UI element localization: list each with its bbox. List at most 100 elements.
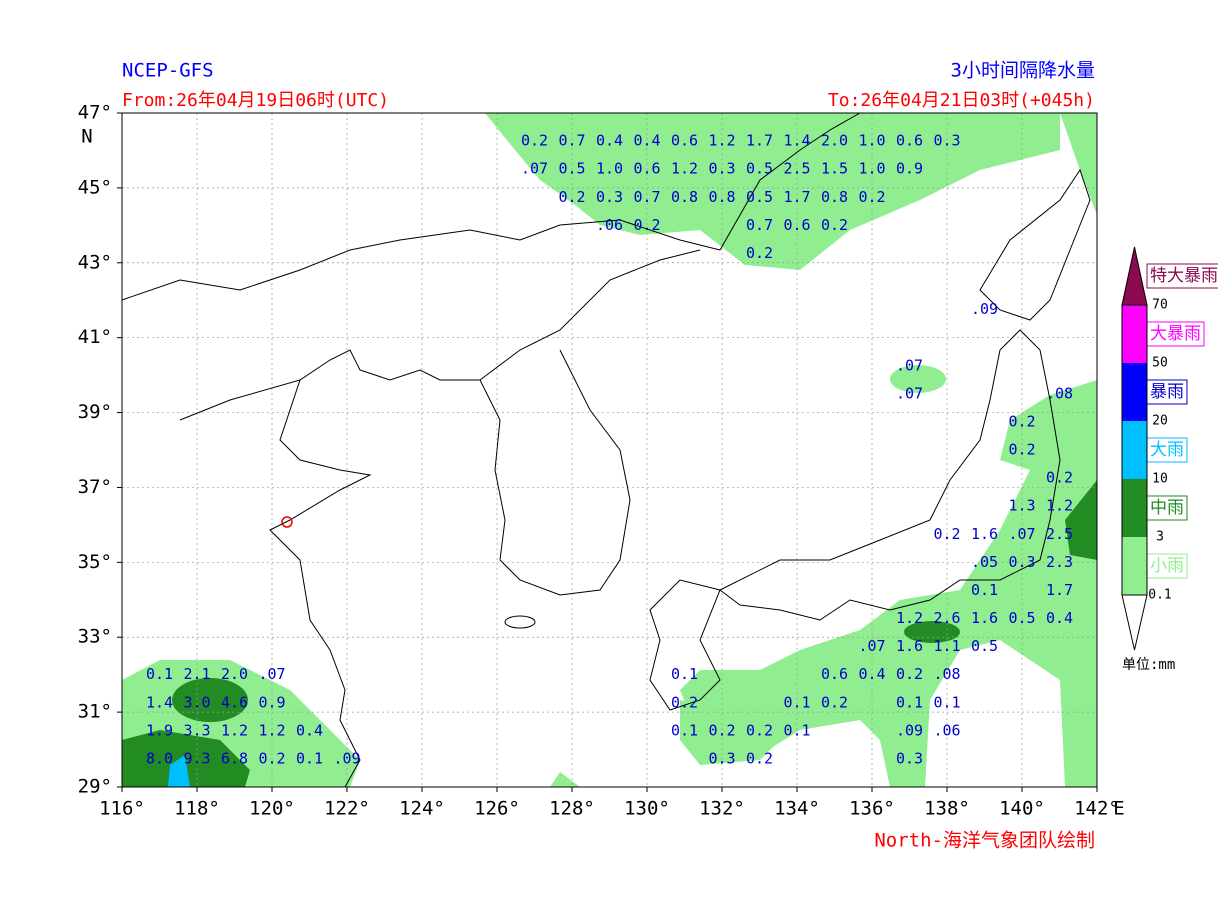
- precip-value: 2.0: [821, 132, 848, 150]
- shading: [122, 113, 1097, 787]
- coast: [649, 579, 721, 711]
- precip-value: 0.3: [708, 749, 735, 767]
- x-tick-label: 120°: [249, 798, 295, 820]
- precip-value: 0.6: [671, 132, 698, 150]
- rain-area: [680, 700, 800, 765]
- precip-value: 0.3: [896, 749, 923, 767]
- precip-value: 0.1: [671, 665, 698, 683]
- precip-value: 4.6: [221, 693, 248, 711]
- precip-value: 0.1: [933, 693, 960, 711]
- precip-value: 0.6: [783, 216, 810, 234]
- precip-value: 1.4: [783, 132, 810, 150]
- y-tick-label: 35°: [78, 551, 112, 573]
- precip-value: 0.2: [858, 188, 885, 206]
- precip-value: 1.2: [671, 160, 698, 178]
- x-tick-label: 132°: [699, 798, 745, 820]
- model-name: NCEP-GFS: [122, 60, 214, 82]
- rain-area: [1060, 113, 1097, 215]
- y-tick-label: 29°: [78, 776, 112, 798]
- legend-threshold: 0.1: [1148, 588, 1171, 603]
- legend-name: 中雨: [1150, 498, 1184, 518]
- precip-value: 1.7: [746, 132, 773, 150]
- precip-value: 0.2: [746, 721, 773, 739]
- precip-value: 1.2: [896, 609, 923, 627]
- precip-value: 9.3: [183, 749, 210, 767]
- precip-value: 1.7: [783, 188, 810, 206]
- precip-value: 1.6: [971, 525, 998, 543]
- x-tick-label: 118°: [174, 798, 220, 820]
- precip-value: .09: [333, 749, 360, 767]
- precip-value: 0.2: [1046, 469, 1073, 487]
- precip-value: 0.3: [1008, 553, 1035, 571]
- precip-value: .06: [933, 721, 960, 739]
- x-tick-label: 134°: [774, 798, 820, 820]
- y-tick-label: 45°: [78, 176, 112, 198]
- precip-value: 0.9: [896, 160, 923, 178]
- precip-value: 2.3: [1046, 553, 1073, 571]
- precip-value: 0.8: [821, 188, 848, 206]
- precip-value: 0.6: [896, 132, 923, 150]
- precip-value: .08: [933, 665, 960, 683]
- x-tick-label: 124°: [399, 798, 445, 820]
- rain-heavy: [168, 755, 190, 787]
- precip-value: 1.4: [146, 693, 173, 711]
- precip-value: 0.1: [296, 749, 323, 767]
- x-tick-label: 138°: [924, 798, 970, 820]
- precip-value: 0.2: [746, 749, 773, 767]
- x-tick-label: 130°: [624, 798, 670, 820]
- precip-value: 1.5: [821, 160, 848, 178]
- precip-value: 0.8: [708, 188, 735, 206]
- precip-value: 0.2: [671, 693, 698, 711]
- x-tick-label: 128°: [549, 798, 595, 820]
- x-tick-label: 126°: [474, 798, 520, 820]
- precip-value: 1.2: [221, 721, 248, 739]
- y-tick-label: 47°: [78, 102, 112, 124]
- legend-threshold: 3: [1156, 530, 1164, 545]
- east-label: E: [1113, 798, 1124, 820]
- precip-value: 0.2: [521, 132, 548, 150]
- precip-value: 0.2: [633, 216, 660, 234]
- rain-area: [550, 772, 580, 787]
- precip-value: 3.3: [183, 721, 210, 739]
- precip-value: .05: [971, 553, 998, 571]
- x-tick-label: 136°: [849, 798, 895, 820]
- credit: North-海洋气象团队绘制: [874, 830, 1095, 852]
- y-tick-label: 31°: [78, 701, 112, 723]
- precip-value: 0.9: [258, 693, 285, 711]
- precip-value: 2.5: [783, 160, 810, 178]
- precip-value: 2.1: [183, 665, 210, 683]
- precip-value: .09: [896, 721, 923, 739]
- coast: [179, 249, 701, 421]
- precip-value: 0.5: [746, 160, 773, 178]
- precip-value: 0.2: [558, 188, 585, 206]
- rain-area: [680, 380, 1097, 787]
- precip-value: 1.0: [596, 160, 623, 178]
- from-time: From:26年04月19日06时(UTC): [122, 90, 389, 111]
- precip-value: 0.7: [746, 216, 773, 234]
- precip-value: .07: [1008, 525, 1035, 543]
- precip-value: .08: [1046, 384, 1073, 402]
- legend-swatch: [1122, 305, 1147, 363]
- precip-value: 0.8: [671, 188, 698, 206]
- y-tick-label: 39°: [78, 401, 112, 423]
- precip-value: .07: [258, 665, 285, 683]
- coastlines: [122, 113, 1091, 787]
- precip-value: 0.2: [821, 216, 848, 234]
- precip-value: 1.3: [1008, 497, 1035, 515]
- to-time: To:26年04月21日03时(+045h): [828, 90, 1095, 111]
- precip-value: 0.5: [558, 160, 585, 178]
- rain-area: [890, 365, 946, 393]
- legend-swatch: [1122, 537, 1147, 595]
- precip-value: 0.2: [821, 693, 848, 711]
- precip-value: 0.5: [746, 188, 773, 206]
- precip-value: 0.3: [596, 188, 623, 206]
- legend-unit: 单位:mm: [1122, 657, 1175, 673]
- precip-labels: 0.2 0.7 0.4 0.4 0.6 1.2 1.7 1.4 2.0 1.0 0.6 0.3 .07 0…: [146, 132, 1073, 768]
- x-tick-label: 140°: [999, 798, 1045, 820]
- legend-swatch: [1122, 363, 1147, 421]
- precip-value: 0.1: [671, 721, 698, 739]
- precip-value: 1.7: [1046, 581, 1073, 599]
- precip-value: 0.2: [1008, 441, 1035, 459]
